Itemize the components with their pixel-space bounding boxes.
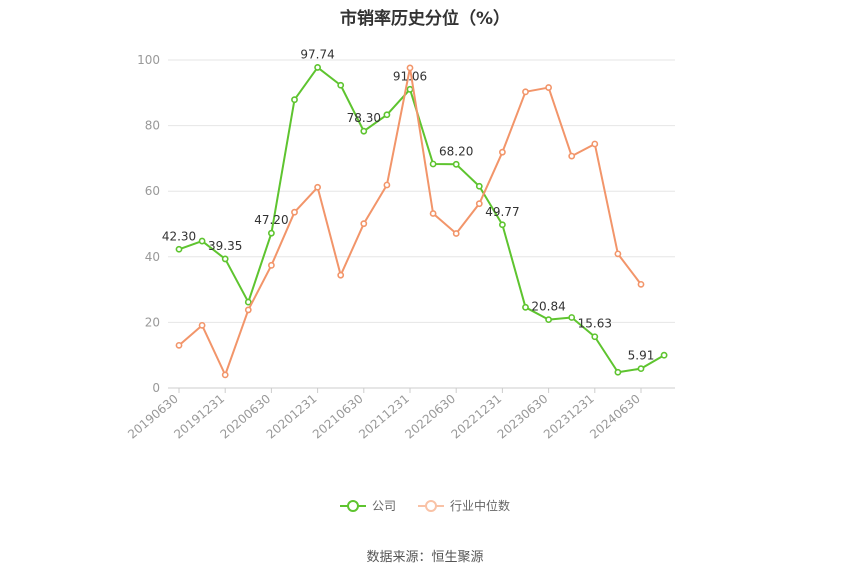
- legend-item-company[interactable]: 公司: [339, 497, 396, 514]
- data-point-1: [452, 230, 460, 237]
- data-labels: 42.30 39.35 47.20 97.74 78.30 91.06 68.20 49.77…: [162, 47, 655, 362]
- x-tick-label: 20231231: [541, 392, 597, 442]
- data-point-0: [337, 81, 345, 89]
- data-point-1: [545, 84, 552, 91]
- x-tick-label: 20230630: [495, 392, 551, 442]
- data-label: 39.35: [208, 239, 242, 253]
- data-point-0: [545, 316, 552, 324]
- y-tick-label: 0: [152, 381, 160, 395]
- x-tick-label: 20211231: [356, 392, 412, 442]
- data-point-0: [360, 127, 368, 135]
- legend-swatch-industry-median: [418, 499, 444, 513]
- grid-lines: [168, 59, 675, 323]
- data-point-1: [291, 208, 298, 216]
- data-point-1: [267, 261, 275, 269]
- legend-label-company: 公司: [371, 499, 396, 513]
- data-source: 数据来源：恒生聚源: [366, 550, 484, 565]
- data-label: 47.20: [254, 213, 288, 227]
- data-label: 42.30: [162, 229, 196, 243]
- data-point-0: [175, 245, 183, 253]
- data-point-0: [244, 298, 252, 306]
- x-tick-label: 20200630: [218, 392, 274, 442]
- data-point-0: [267, 229, 275, 237]
- data-point-1: [475, 200, 483, 208]
- data-point-0: [314, 64, 321, 71]
- data-label: 91.06: [393, 69, 427, 83]
- data-point-1: [198, 321, 206, 329]
- y-tick-label: 20: [145, 315, 160, 329]
- data-label: 15.63: [578, 317, 612, 331]
- data-point-0: [614, 368, 622, 376]
- data-point-1: [221, 371, 229, 379]
- y-tick-label: 80: [145, 119, 160, 133]
- series-line-0: [178, 66, 665, 374]
- data-point-1: [406, 64, 414, 72]
- data-point-0: [660, 351, 668, 359]
- data-point-0: [406, 85, 414, 93]
- y-tick-label: 40: [145, 250, 160, 264]
- x-tick-label: 20220630: [402, 392, 458, 442]
- data-label: 78.30: [347, 111, 381, 125]
- x-tick-label: 20201231: [264, 392, 320, 442]
- data-label: 20.84: [531, 300, 565, 314]
- data-point-0: [429, 160, 437, 168]
- data-point-1: [175, 341, 183, 349]
- data-point-0: [637, 365, 645, 373]
- data-point-1: [337, 271, 345, 279]
- data-point-0: [498, 221, 506, 229]
- x-tick-label: 20221231: [449, 392, 505, 442]
- legend-swatch-company: [339, 499, 366, 513]
- data-point-1: [614, 250, 622, 258]
- legend-label-industry-median: 行业中位数: [450, 499, 511, 513]
- x-tick-label: 20210630: [310, 392, 366, 442]
- data-point-0: [568, 314, 576, 321]
- data-point-0: [522, 303, 529, 311]
- data-point-1: [429, 210, 437, 217]
- data-point-1: [637, 280, 645, 288]
- y-tick-label: 60: [145, 184, 160, 198]
- x-tick-label: 20240630: [587, 392, 643, 442]
- data-label: 68.20: [439, 144, 473, 158]
- data-point-1: [568, 152, 576, 160]
- data-point-0: [591, 333, 599, 341]
- x-tick-label: 20190630: [125, 392, 181, 442]
- data-point-0: [452, 160, 460, 168]
- data-label: 5.91: [628, 349, 655, 363]
- data-point-0: [291, 96, 298, 104]
- series-lines: [175, 64, 668, 379]
- legend: 公司 行业中位数: [0, 497, 850, 514]
- data-label: 97.74: [300, 47, 334, 61]
- data-point-0: [475, 182, 483, 190]
- data-point-1: [522, 88, 529, 96]
- data-point-0: [198, 237, 206, 245]
- data-point-0: [221, 255, 229, 263]
- data-point-1: [360, 220, 368, 228]
- series-line-1: [178, 66, 642, 376]
- data-point-1: [244, 306, 252, 314]
- legend-item-industry-median[interactable]: 行业中位数: [418, 497, 510, 514]
- data-point-1: [498, 148, 506, 156]
- x-tick-label: 20191231: [171, 392, 227, 442]
- data-label: 49.77: [485, 205, 519, 219]
- y-tick-label: 100: [137, 53, 160, 67]
- chart-title: 市销率历史分位（%）: [339, 9, 511, 29]
- data-point-1: [591, 140, 599, 148]
- data-point-1: [314, 183, 321, 191]
- data-point-1: [383, 181, 391, 189]
- data-point-0: [383, 111, 391, 119]
